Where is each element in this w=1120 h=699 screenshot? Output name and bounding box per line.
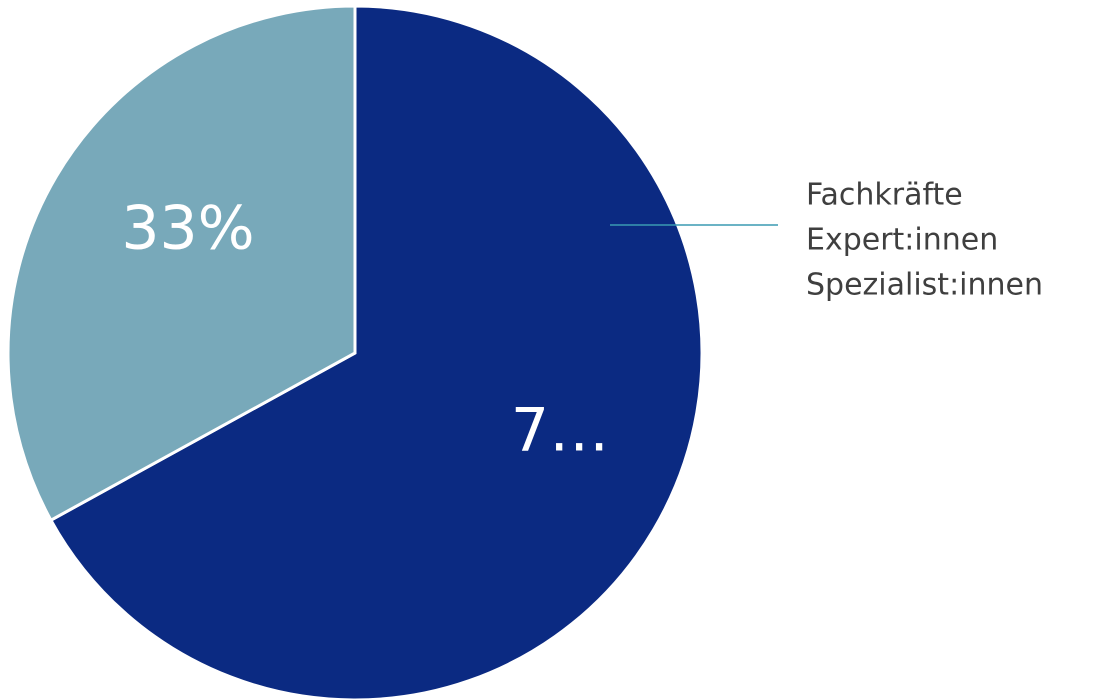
slice-data-label-1: 33% <box>121 194 254 264</box>
callout-label-line-1: Expert:innen <box>806 223 998 258</box>
pie-slice-1 <box>6 4 357 523</box>
pie-slice-0 <box>48 4 704 699</box>
slice-data-label-0: 7… <box>511 396 609 466</box>
callout-label-line-0: Fachkräfte <box>806 178 963 213</box>
callout-label-line-2: Spezialist:innen <box>806 268 1043 303</box>
